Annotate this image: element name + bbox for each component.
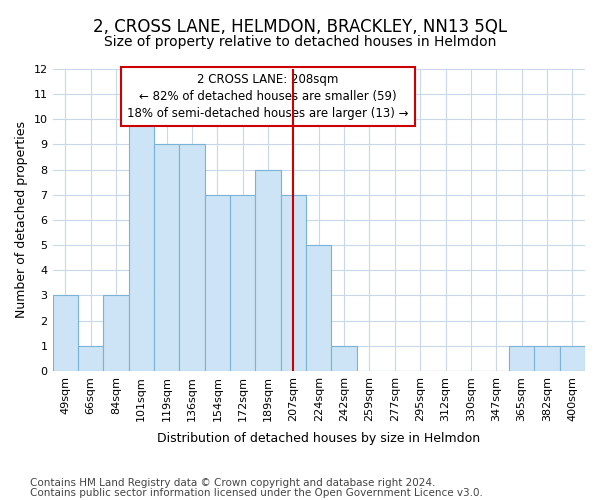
Y-axis label: Number of detached properties: Number of detached properties: [15, 122, 28, 318]
Bar: [331, 346, 357, 371]
Bar: [306, 245, 331, 371]
Text: Contains HM Land Registry data © Crown copyright and database right 2024.: Contains HM Land Registry data © Crown c…: [30, 478, 436, 488]
Bar: [560, 346, 585, 371]
Bar: [534, 346, 560, 371]
Text: Size of property relative to detached houses in Helmdon: Size of property relative to detached ho…: [104, 35, 496, 49]
Text: 2 CROSS LANE: 208sqm
← 82% of detached houses are smaller (59)
18% of semi-detac: 2 CROSS LANE: 208sqm ← 82% of detached h…: [127, 73, 409, 120]
X-axis label: Distribution of detached houses by size in Helmdon: Distribution of detached houses by size …: [157, 432, 481, 445]
Bar: [509, 346, 534, 371]
Bar: [230, 195, 256, 371]
Bar: [103, 296, 128, 371]
Bar: [205, 195, 230, 371]
Text: Contains public sector information licensed under the Open Government Licence v3: Contains public sector information licen…: [30, 488, 483, 498]
Bar: [78, 346, 103, 371]
Bar: [154, 144, 179, 371]
Bar: [53, 296, 78, 371]
Bar: [128, 120, 154, 371]
Text: 2, CROSS LANE, HELMDON, BRACKLEY, NN13 5QL: 2, CROSS LANE, HELMDON, BRACKLEY, NN13 5…: [93, 18, 507, 36]
Bar: [256, 170, 281, 371]
Bar: [179, 144, 205, 371]
Bar: [281, 195, 306, 371]
